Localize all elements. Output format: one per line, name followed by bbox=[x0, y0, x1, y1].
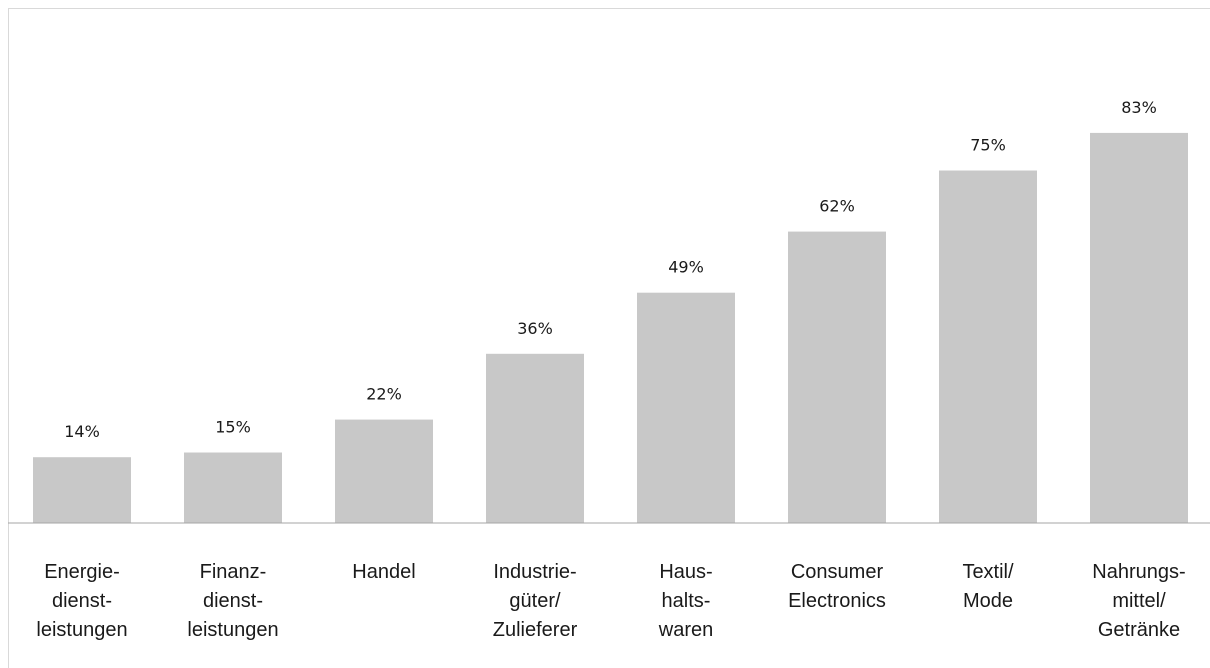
category-label-4-line-2: waren bbox=[658, 619, 713, 641]
bar-1 bbox=[184, 452, 282, 523]
value-label-0: 14% bbox=[64, 422, 100, 441]
category-label-6-line-1: Mode bbox=[963, 590, 1013, 612]
chart-frame bbox=[8, 8, 1210, 668]
value-label-2: 22% bbox=[366, 385, 402, 404]
category-label-4-line-1: halts- bbox=[662, 590, 711, 612]
bars-group bbox=[33, 132, 1188, 523]
category-label-1-line-1: dienst- bbox=[203, 590, 263, 612]
value-label-6: 75% bbox=[970, 136, 1006, 155]
bar-0 bbox=[33, 457, 131, 523]
category-label-7-line-0: Nahrungs- bbox=[1092, 561, 1185, 583]
category-label-7-line-1: mittel/ bbox=[1112, 590, 1166, 612]
value-label-3: 36% bbox=[517, 319, 553, 338]
category-label-0-line-0: Energie- bbox=[44, 561, 120, 583]
category-label-6-line-0: Textil/ bbox=[962, 561, 1014, 583]
category-label-3-line-2: Zulieferer bbox=[493, 619, 578, 641]
category-label-1-line-2: leistungen bbox=[187, 619, 278, 641]
category-label-0-line-2: leistungen bbox=[36, 619, 127, 641]
category-label-5-line-0: Consumer bbox=[791, 561, 884, 583]
category-label-0: Energie-dienst-leistungen bbox=[36, 561, 127, 641]
bar-3 bbox=[486, 353, 584, 523]
value-label-5: 62% bbox=[819, 197, 855, 216]
bar-4 bbox=[637, 292, 735, 523]
value-label-1: 15% bbox=[215, 418, 251, 437]
value-label-7: 83% bbox=[1121, 98, 1157, 117]
category-label-0-line-1: dienst- bbox=[52, 590, 112, 612]
category-label-5: Consumer Electronics bbox=[788, 561, 886, 612]
category-label-3: Industrie-güter/Zulieferer bbox=[493, 561, 578, 641]
category-label-1: Finanz-dienst-leistungen bbox=[187, 561, 278, 641]
bar-2 bbox=[335, 419, 433, 523]
category-label-1-line-0: Finanz- bbox=[200, 561, 267, 583]
category-label-3-line-1: güter/ bbox=[509, 590, 561, 612]
value-label-4: 49% bbox=[668, 258, 704, 277]
bar-7 bbox=[1090, 132, 1188, 523]
category-label-5-line-1: Electronics bbox=[788, 590, 886, 612]
category-label-3-line-0: Industrie- bbox=[493, 561, 576, 583]
bar-5 bbox=[788, 231, 886, 523]
category-label-2: Handel bbox=[352, 561, 415, 583]
category-label-4: Haus-halts-waren bbox=[658, 561, 713, 641]
category-label-7-line-2: Getränke bbox=[1098, 619, 1180, 641]
value-labels-group: 14% 15% 22% 36% 49% 62% 75% 83% bbox=[64, 98, 1157, 441]
bar-6 bbox=[939, 170, 1037, 523]
category-label-7: Nahrungs-mittel/Getränke bbox=[1092, 561, 1185, 641]
category-label-2-line-0: Handel bbox=[352, 561, 415, 583]
category-label-6: Textil/Mode bbox=[962, 561, 1014, 612]
category-label-4-line-0: Haus- bbox=[659, 561, 712, 583]
category-labels-group: Energie-dienst-leistungenFinanz-dienst-l… bbox=[36, 561, 1185, 641]
